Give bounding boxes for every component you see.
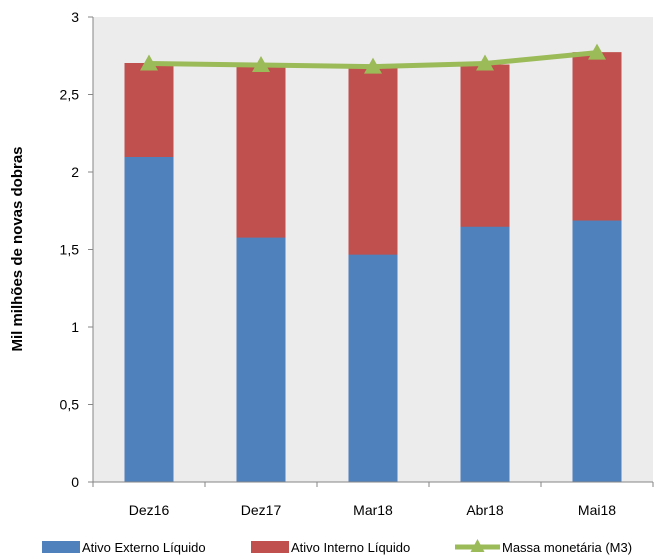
bar-ativo-externo-abr18 — [460, 225, 510, 483]
y-tick-label: 0,5 — [60, 397, 80, 413]
x-tick-label-abr18: Abr18 — [466, 502, 504, 518]
legend-item-massa-monetaria: Massa monetária (M3) — [455, 539, 632, 555]
x-tick-label-mar18: Mar18 — [353, 502, 393, 518]
legend: Ativo Externo Líquido Ativo Interno Líqui… — [42, 539, 632, 555]
marker-massa-monetaria-mar18 — [364, 57, 382, 74]
bar-ativo-interno-mai18 — [572, 52, 622, 221]
legend-swatch — [42, 541, 80, 553]
legend-item-ativo-externo: Ativo Externo Líquido — [42, 540, 206, 555]
x-tick-label-dez17: Dez17 — [241, 502, 282, 518]
y-tick-label: 1,5 — [60, 242, 80, 258]
legend-marker — [470, 539, 485, 552]
y-tick-label: 0 — [71, 474, 79, 490]
x-tick-label-mai18: Mai18 — [578, 502, 616, 518]
bar-ativo-externo-dez16 — [124, 156, 174, 483]
legend-item-ativo-interno: Ativo Interno Líquido — [251, 540, 410, 555]
bar-ativo-interno-abr18 — [460, 64, 510, 227]
y-tick-label: 2,5 — [60, 87, 80, 103]
y-tick-label: 2 — [71, 164, 79, 180]
bar-ativo-interno-dez17 — [236, 64, 286, 238]
legend-label: Massa monetária (M3) — [502, 540, 632, 555]
marker-massa-monetaria-dez17 — [252, 56, 270, 73]
line-layer — [140, 43, 606, 74]
x-tick-label-dez16: Dez16 — [129, 502, 170, 518]
bar-ativo-externo-mar18 — [348, 253, 398, 483]
legend-label: Ativo Interno Líquido — [291, 540, 410, 555]
y-tick-label: 1 — [71, 319, 79, 335]
bar-ativo-externo-dez17 — [236, 236, 286, 483]
axes-layer: 0 0,5 1 1,5 2 2,5 3 Dez16 Dez17 Mar18 Abr18 Mai18 — [60, 9, 654, 518]
bars-layer — [124, 52, 622, 483]
marker-massa-monetaria-mai18 — [588, 43, 606, 60]
legend-swatch — [251, 541, 289, 553]
y-tick-label: 3 — [71, 9, 79, 25]
marker-massa-monetaria-dez16 — [140, 54, 158, 71]
legend-label: Ativo Externo Líquido — [82, 540, 206, 555]
marker-massa-monetaria-abr18 — [476, 54, 494, 71]
bar-ativo-externo-mai18 — [572, 219, 622, 483]
bar-ativo-interno-mar18 — [348, 67, 398, 255]
bar-ativo-interno-dez16 — [124, 63, 174, 157]
y-axis-title: Mil milhões de novas dobras — [9, 146, 26, 351]
